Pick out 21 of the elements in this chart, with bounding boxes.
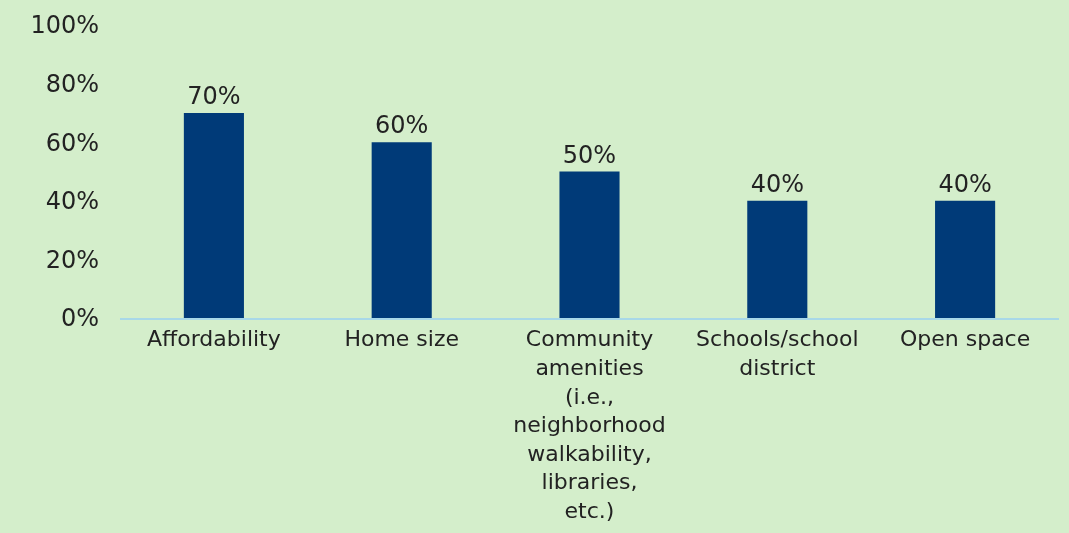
data-label: 40% (750, 169, 804, 198)
x-tick-label: Community amenities (i.e., neighborhood walkability, libraries, etc.) (513, 326, 666, 523)
y-tick-label: 60% (45, 128, 99, 157)
x-tick-label: Schools/school district (696, 326, 859, 380)
y-tick-label: 100% (30, 11, 99, 40)
bar (183, 112, 244, 318)
x-tick-label: Affordability (147, 326, 281, 352)
x-tick-label: Open space (899, 326, 1031, 352)
bar (935, 200, 996, 318)
y-tick-label: 0% (60, 304, 99, 333)
bar (747, 200, 808, 318)
data-label: 70% (187, 81, 241, 110)
bar (559, 171, 620, 318)
data-label: 40% (938, 169, 992, 198)
y-tick-label: 40% (45, 187, 99, 216)
y-tick-label: 80% (45, 70, 99, 98)
x-tick-label: Home size (344, 326, 460, 352)
data-label: 50% (562, 140, 617, 169)
bar (371, 142, 432, 318)
data-label: 60% (375, 111, 429, 140)
y-tick-label: 20% (45, 245, 99, 274)
